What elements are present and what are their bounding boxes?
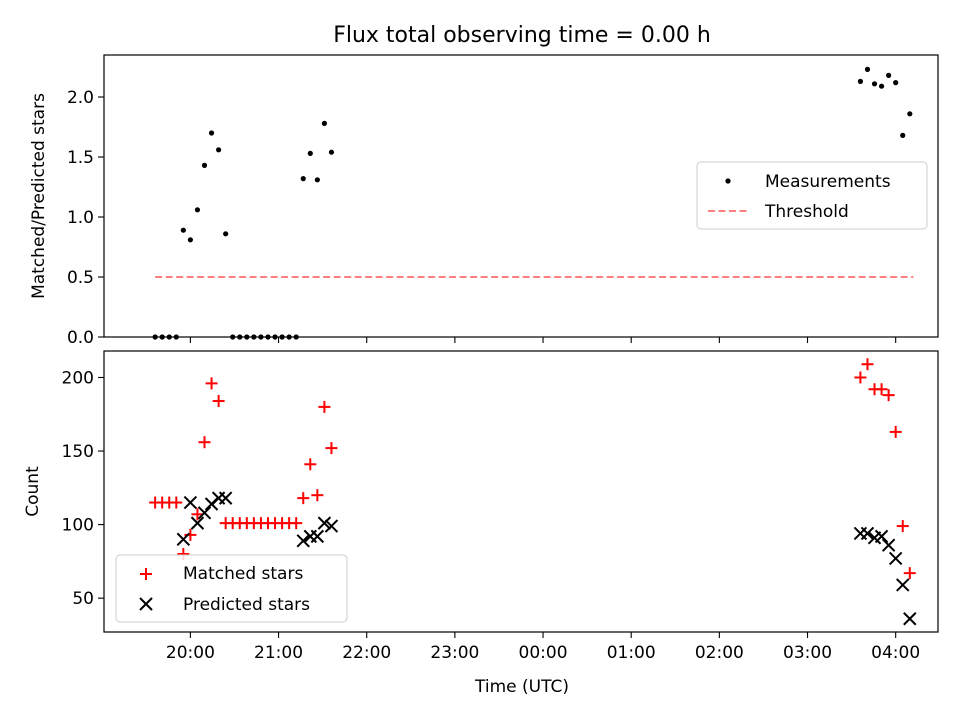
predicted-stars-point	[881, 538, 896, 552]
legend-ratio: Measurements Threshold	[696, 161, 928, 230]
y-tick-label: 0.5	[67, 268, 94, 288]
measurement-point	[216, 147, 222, 153]
y-tick-label: 2.0	[67, 88, 94, 108]
count-panel-series	[149, 358, 917, 626]
matched-stars-point	[205, 377, 218, 390]
measurement-point	[307, 150, 313, 156]
predicted-stars-point	[874, 529, 889, 544]
legend-dot-marker	[725, 178, 731, 184]
measurement-point	[864, 66, 871, 72]
measurement-point	[857, 78, 864, 84]
y-tick-label: 0.0	[67, 328, 94, 348]
measurement-point	[321, 120, 328, 126]
legend-entry-threshold: Threshold	[764, 202, 849, 222]
ratio-panel-ticks: 0.0 0.5 1.0 1.5 2.0	[67, 88, 897, 348]
predicted-stars-point	[317, 516, 332, 530]
measurement-point	[201, 162, 208, 168]
measurement-point	[907, 111, 913, 117]
x-tick-label: 02:00	[695, 643, 744, 663]
predicted-stars-point	[310, 529, 325, 544]
count-panel-ticks: 20:00 21:00 22:00 23:00 00:00 01:00 02:00 03:00…	[62, 368, 921, 663]
predicted-stars-point	[296, 534, 310, 548]
matched-stars-point	[191, 508, 204, 521]
measurement-point	[893, 80, 899, 86]
matched-stars-point	[304, 458, 317, 471]
measurement-point	[878, 83, 885, 89]
ratio-panel-frame	[103, 54, 939, 338]
count-panel: 20:00 21:00 22:00 23:00 00:00 01:00 02:00 03:00…	[23, 350, 939, 697]
matched-stars-point	[198, 436, 211, 449]
legend-count: Matched stars Predicted stars	[115, 554, 348, 623]
legend-entry-matched-stars: Matched stars	[183, 564, 303, 584]
y-tick-label: 100	[62, 516, 94, 536]
measurement-point	[208, 130, 215, 136]
matched-stars-point	[882, 389, 895, 402]
matched-stars-point	[903, 567, 916, 580]
x-tick-label: 00:00	[519, 643, 568, 663]
matched-stars-point	[854, 371, 867, 384]
matched-stars-point	[861, 358, 874, 371]
x-tick-label: 03:00	[783, 643, 832, 663]
predicted-stars-point	[896, 578, 910, 592]
legend-plus-marker	[140, 568, 152, 580]
matched-stars-point	[325, 442, 338, 455]
matched-stars-point	[297, 492, 310, 505]
predicted-stars-point	[176, 532, 191, 547]
predicted-stars-point	[183, 495, 198, 510]
matched-stars-point	[889, 425, 902, 438]
matched-stars-point	[290, 517, 303, 530]
legend-box	[115, 554, 348, 623]
matched-stars-point	[170, 496, 183, 509]
predicted-stars-point	[190, 516, 205, 530]
x-tick-label: 22:00	[342, 643, 391, 663]
predicted-stars-point	[888, 551, 903, 566]
x-tick-label: 21:00	[254, 643, 303, 663]
legend-entry-predicted-stars: Predicted stars	[183, 595, 310, 615]
ratio-panel: Flux total observing time = 0.00 h 0.00.…	[29, 23, 939, 348]
predicted-stars-point	[860, 526, 875, 541]
y-tick-label: 50	[72, 589, 94, 609]
predicted-stars-point	[324, 519, 339, 533]
measurement-point	[223, 231, 229, 237]
measurement-point	[194, 207, 201, 213]
y-axis-label-ratio: Matched/Predicted stars	[29, 93, 49, 299]
x-tick-label: 01:00	[607, 643, 656, 663]
measurement-point	[328, 149, 335, 155]
y-tick-label: 1.0	[67, 208, 94, 228]
predicted-stars-point	[903, 612, 917, 626]
count-panel-frame	[103, 350, 939, 633]
legend-x-marker	[139, 597, 153, 611]
x-tick-label: 04:00	[871, 643, 920, 663]
y-tick-label: 200	[62, 368, 94, 388]
y-axis-label-count: Count	[23, 466, 43, 517]
matched-stars-point	[212, 395, 225, 408]
measurement-point	[300, 176, 306, 182]
matched-stars-point	[896, 520, 909, 533]
measurement-point	[871, 81, 878, 87]
matched-stars-point	[311, 489, 324, 502]
measurement-point	[314, 177, 320, 183]
measurement-point	[886, 72, 892, 78]
legend-box	[696, 161, 928, 230]
chart-title: Flux total observing time = 0.00 h	[333, 23, 711, 48]
measurement-point	[900, 132, 906, 138]
matched-stars-point	[318, 400, 331, 413]
measurement-point	[180, 227, 186, 233]
y-tick-label: 150	[62, 442, 94, 462]
x-tick-label: 23:00	[430, 643, 479, 663]
matched-stars-point	[875, 383, 888, 396]
legend-entry-measurements: Measurements	[765, 172, 891, 192]
x-tick-label: 20:00	[166, 643, 215, 663]
predicted-stars-point	[218, 491, 233, 505]
predicted-stars-point	[197, 506, 212, 520]
x-axis-label: Time (UTC)	[474, 677, 569, 697]
measurement-point	[187, 237, 193, 243]
y-tick-label: 1.5	[67, 148, 94, 168]
